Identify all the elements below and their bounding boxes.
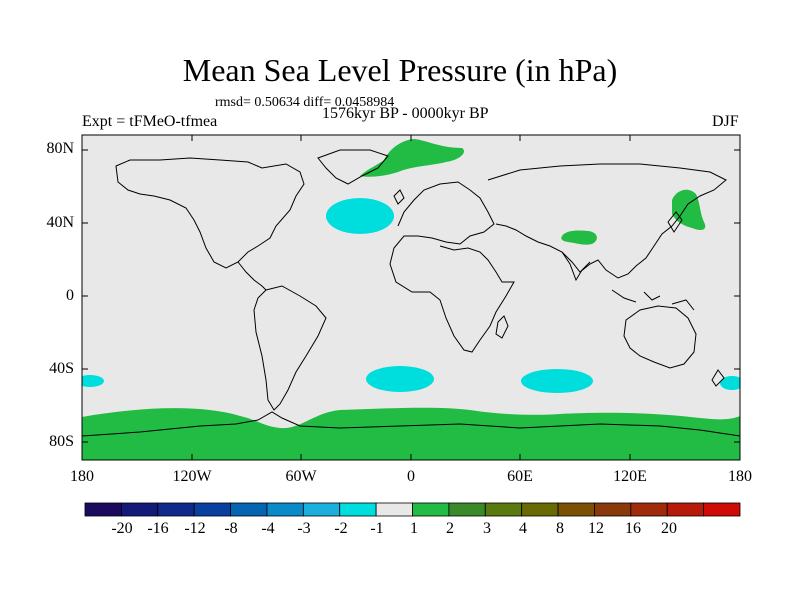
colorbar-label: -12 — [184, 520, 206, 537]
positive-anomaly-arctic — [360, 139, 465, 177]
colorbar-label: -2 — [334, 520, 348, 537]
coast-new-zealand — [711, 369, 725, 387]
map-title: Mean Sea Level Pressure (in hPa) — [182, 52, 618, 88]
colorbar-swatch — [412, 502, 450, 517]
period-label: 1576kyr BP - 0000kyr BP — [322, 105, 489, 122]
experiment-label: Expt = tFMeO-tfmea — [82, 113, 218, 130]
negative-anomaly-north-atlantic — [326, 198, 394, 234]
negative-anomaly-south-pacific-east — [720, 376, 740, 390]
lat-label-40n: 40N — [46, 214, 74, 231]
lon-label-180w: 180 — [70, 468, 94, 485]
colorbar-label: 20 — [661, 520, 677, 537]
colorbar-label: -1 — [370, 520, 384, 537]
coast-antarctica — [82, 411, 740, 437]
lat-label-40s: 40S — [49, 360, 74, 377]
colorbar-swatch — [84, 502, 122, 517]
lon-label-180e: 180 — [728, 468, 752, 485]
coast-asia — [487, 163, 727, 279]
colorbar-swatch — [666, 502, 705, 517]
negative-anomaly-south-indian — [521, 369, 593, 393]
coast-south-america — [253, 285, 327, 411]
colorbar-swatch — [230, 502, 268, 517]
map-ticks — [81, 135, 741, 460]
coast-indonesia — [611, 289, 695, 311]
season-label: DJF — [712, 113, 739, 130]
lon-label-120w: 120W — [172, 468, 212, 485]
coast-greenland — [317, 149, 389, 185]
lon-label-120e: 120E — [613, 468, 647, 485]
colorbar-label: 8 — [556, 520, 564, 537]
coast-europe-africa — [389, 181, 515, 353]
colorbar — [84, 502, 741, 517]
colorbar-label: -16 — [147, 520, 169, 537]
colorbar-swatch — [594, 502, 632, 517]
negative-anomaly-south-pacific-west — [82, 375, 104, 387]
colorbar-swatch — [521, 502, 559, 517]
lat-label-0: 0 — [66, 287, 74, 304]
positive-anomaly-antarctic — [82, 407, 740, 460]
lon-label-60w: 60W — [285, 468, 317, 485]
lon-label-60e: 60E — [507, 468, 533, 485]
positive-anomaly-central-asia — [561, 230, 597, 245]
colorbar-label: 16 — [625, 520, 641, 537]
colorbar-swatch — [120, 502, 159, 517]
coast-central-america — [237, 261, 267, 291]
colorbar-label: -20 — [111, 520, 133, 537]
colorbar-swatch — [630, 502, 668, 517]
colorbar-swatch — [703, 502, 741, 517]
anomaly-regions — [82, 139, 740, 460]
coast-japan — [667, 211, 683, 233]
coast-madagascar — [495, 315, 509, 339]
colorbar-swatch — [375, 502, 413, 517]
colorbar-label: 3 — [483, 520, 491, 537]
colorbar-swatch — [557, 502, 595, 517]
colorbar-swatch — [448, 502, 486, 517]
colorbar-label: -4 — [261, 520, 275, 537]
colorbar-label: 1 — [410, 520, 418, 537]
lon-label-0: 0 — [407, 468, 415, 485]
colorbar-label: -8 — [224, 520, 238, 537]
colorbar-label: -3 — [297, 520, 311, 537]
coast-uk — [393, 189, 405, 205]
colorbar-label: 2 — [446, 520, 454, 537]
lat-label-80n: 80N — [46, 140, 74, 157]
colorbar-swatch — [302, 502, 341, 517]
colorbar-swatch — [484, 502, 523, 517]
colorbar-swatch — [157, 502, 195, 517]
coast-australia — [623, 305, 697, 369]
lat-label-80s: 80S — [49, 433, 74, 450]
negative-anomaly-south-atlantic — [366, 366, 434, 392]
colorbar-swatch — [193, 502, 231, 517]
map-background — [82, 135, 740, 460]
coast-north-america — [115, 157, 305, 269]
colorbar-swatch — [266, 502, 304, 517]
positive-anomaly-northwest-pacific — [672, 189, 706, 230]
colorbar-swatch — [339, 502, 377, 517]
map-subtitle: rmsd= 0.50634 diff= 0.0458984 — [215, 95, 395, 110]
colorbar-label: 4 — [519, 520, 527, 537]
coast-india — [561, 251, 591, 282]
coastlines — [82, 149, 740, 437]
colorbar-label: 12 — [588, 520, 604, 537]
